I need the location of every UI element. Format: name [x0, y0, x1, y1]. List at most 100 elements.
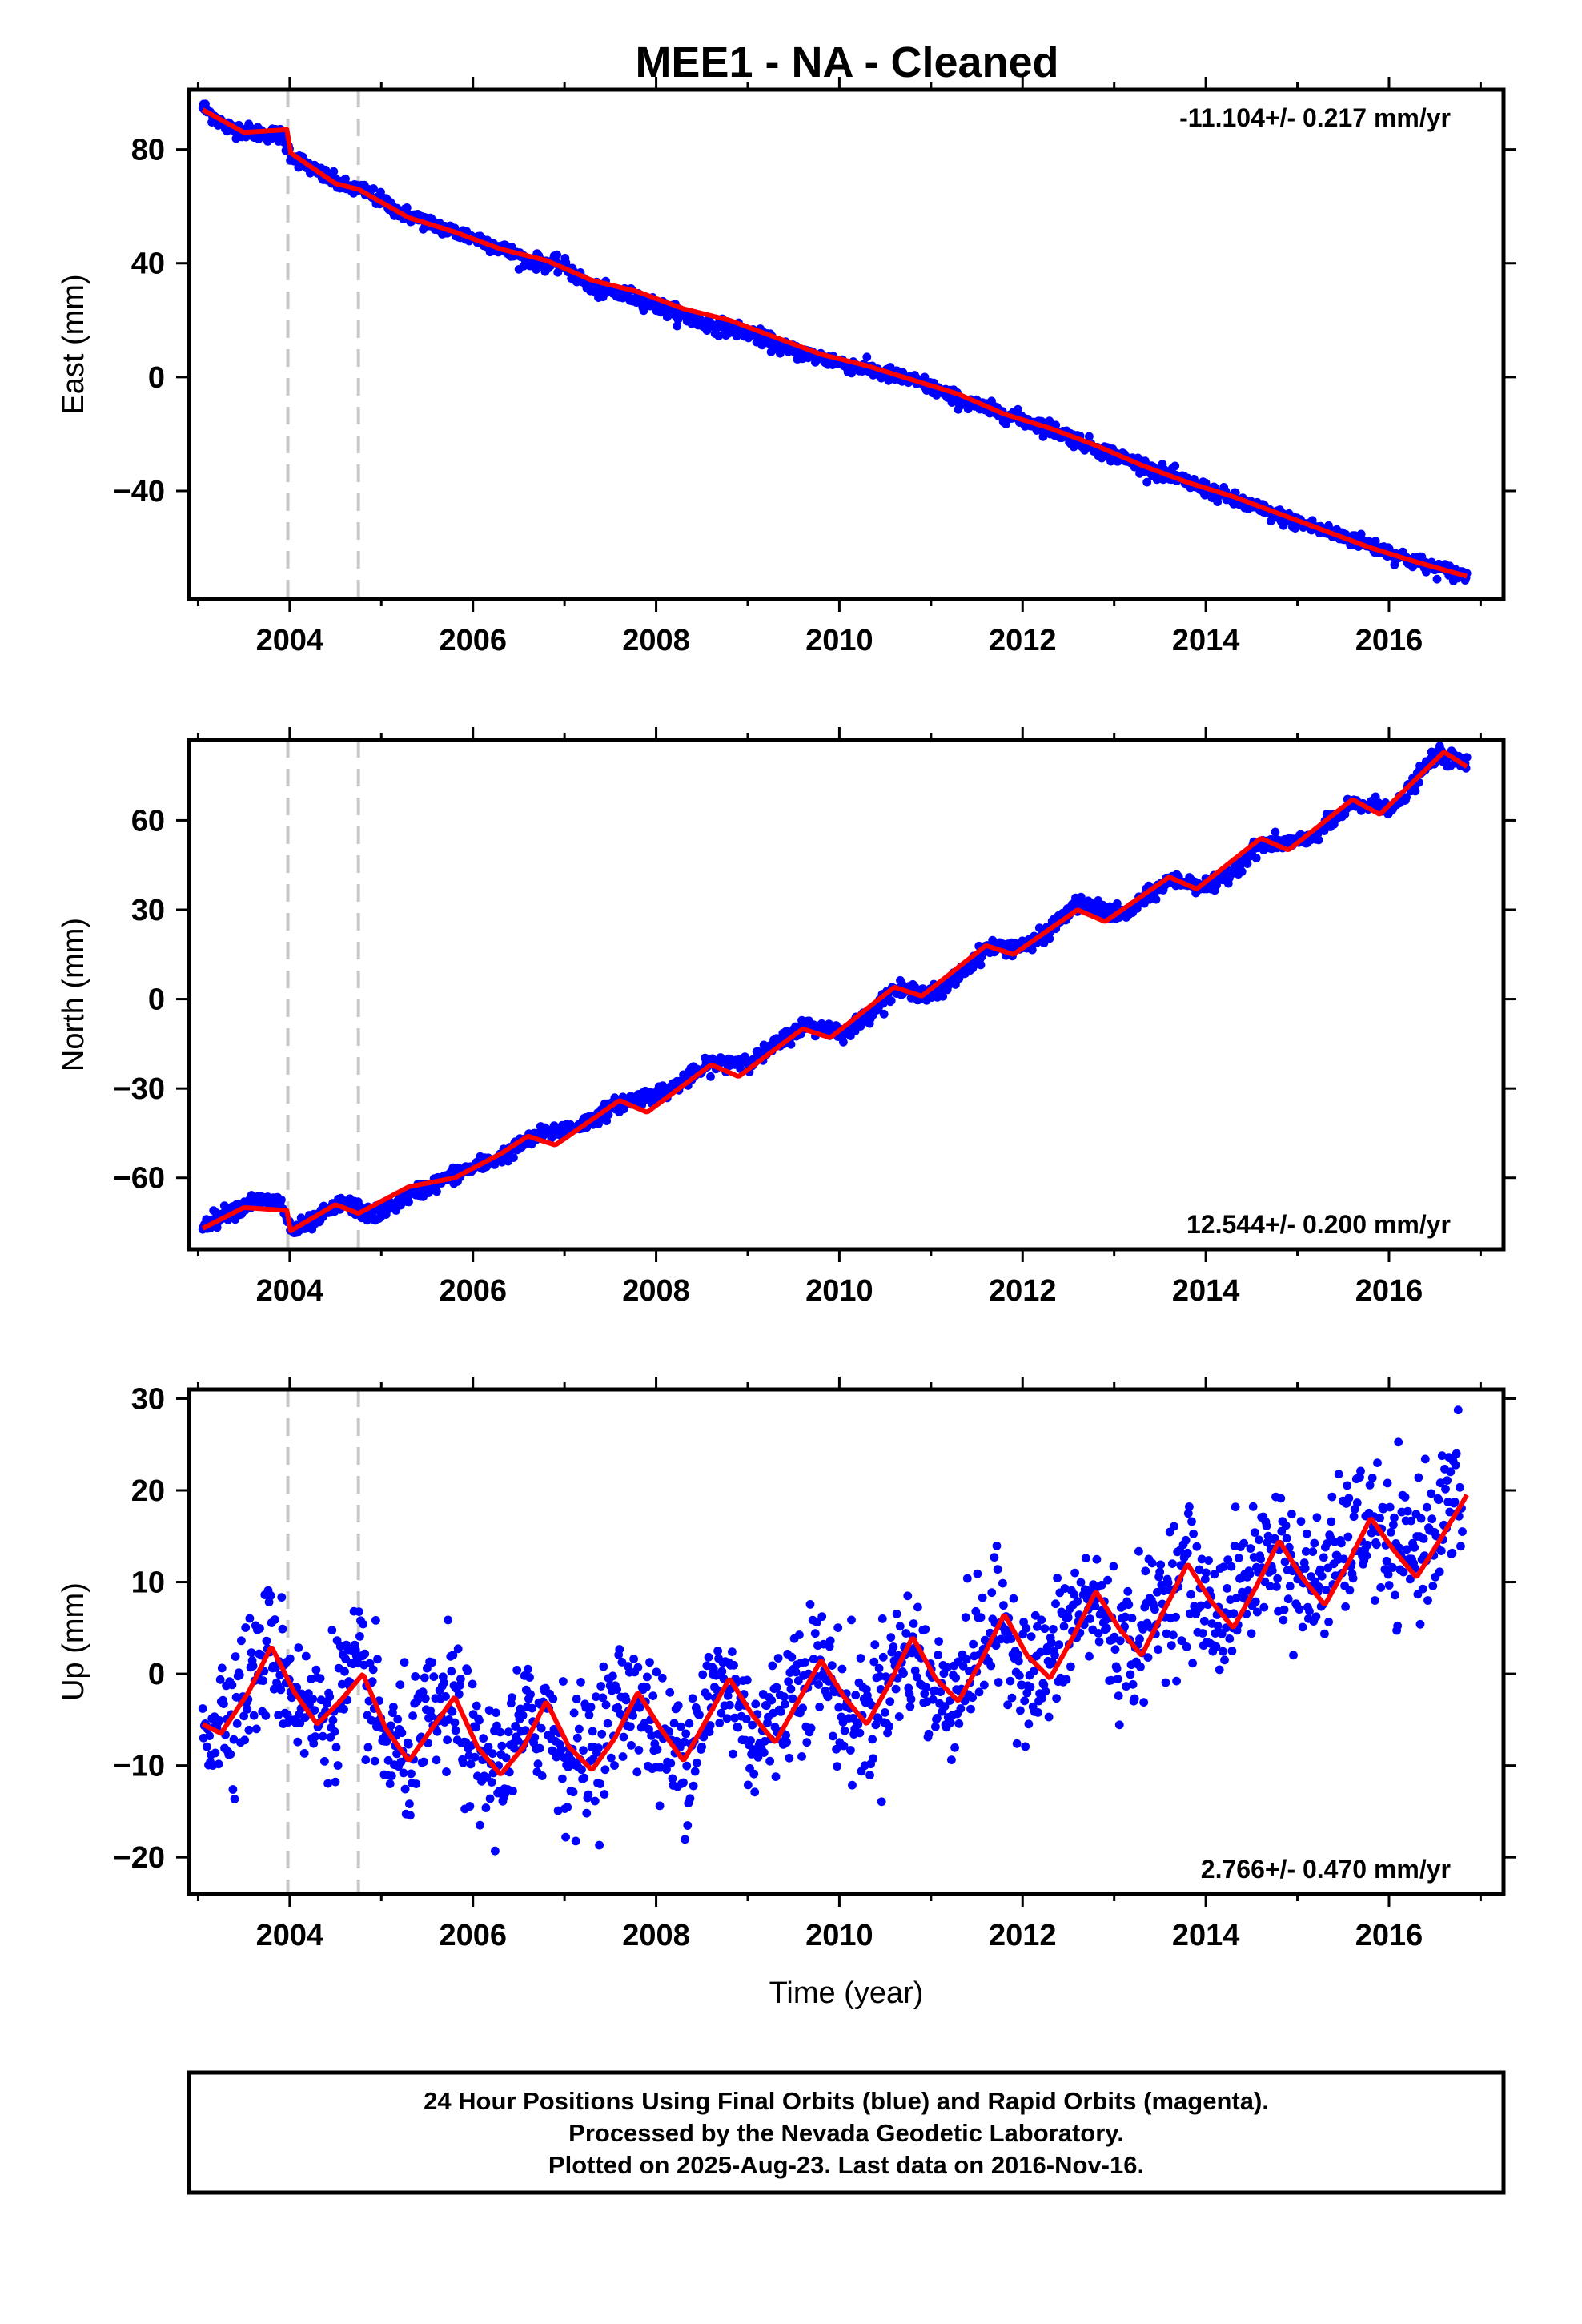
data-point [772, 1683, 781, 1692]
data-point [968, 1693, 977, 1703]
data-point [1389, 1520, 1398, 1530]
data-point [1376, 1583, 1386, 1592]
data-point [683, 1821, 693, 1830]
data-point [385, 1779, 395, 1788]
data-point [1436, 1546, 1446, 1555]
data-point [688, 1694, 697, 1703]
data-point [428, 1658, 437, 1667]
data-point [1356, 1466, 1365, 1476]
data-point [798, 1703, 807, 1713]
footer-frame [187, 2070, 1506, 2195]
data-point [423, 1663, 432, 1673]
data-point [448, 1651, 458, 1660]
data-point [592, 1692, 600, 1702]
data-point [228, 1785, 238, 1794]
data-point [797, 1752, 806, 1761]
data-point [1070, 1590, 1078, 1599]
data-point [795, 1630, 804, 1639]
data-point [991, 1641, 1001, 1651]
data-point [271, 1615, 279, 1624]
data-point [393, 1715, 403, 1724]
data-point [1296, 1517, 1306, 1526]
data-point [575, 1724, 584, 1734]
data-point [791, 1667, 801, 1677]
data-point [958, 1661, 968, 1671]
data-point [1219, 1562, 1228, 1571]
data-point [1280, 1557, 1290, 1566]
y-tick-label-10: 10 [131, 1566, 165, 1600]
data-point [341, 174, 350, 183]
data-point [942, 1663, 952, 1672]
series-points [198, 1405, 1467, 1856]
data-point [1447, 1548, 1457, 1558]
data-point [516, 1704, 525, 1714]
data-point [368, 1665, 378, 1675]
data-point [815, 1703, 824, 1711]
data-point [1026, 1632, 1036, 1641]
data-point [1170, 1522, 1178, 1531]
data-point [1215, 1665, 1224, 1675]
data-point [714, 332, 724, 340]
data-point [1103, 1575, 1112, 1585]
data-point [741, 1715, 751, 1723]
data-point [1177, 1636, 1186, 1646]
data-point [871, 1720, 881, 1730]
data-point [1312, 1513, 1322, 1522]
data-point [647, 1731, 656, 1740]
x-tick-label-2016: 2016 [1355, 1274, 1423, 1308]
data-point [468, 1679, 477, 1689]
data-point [1279, 1615, 1288, 1625]
data-point [1279, 1605, 1289, 1614]
data-point [713, 1647, 722, 1655]
data-point [1015, 1671, 1024, 1680]
data-point [496, 1727, 505, 1737]
data-point [1124, 1600, 1134, 1610]
data-point [1045, 934, 1054, 943]
data-point [885, 1722, 894, 1731]
data-point [889, 1642, 898, 1651]
data-point [1441, 1484, 1450, 1494]
data-point [1092, 1554, 1102, 1564]
data-point [600, 1790, 609, 1799]
data-point [367, 1677, 377, 1687]
data-point [853, 1719, 863, 1729]
data-point [463, 1666, 472, 1675]
data-point [1307, 516, 1317, 525]
data-point [1022, 1623, 1031, 1633]
data-point [1281, 1521, 1291, 1530]
data-point [598, 1693, 608, 1703]
data-point [751, 1699, 761, 1709]
data-point [599, 1662, 608, 1671]
data-point [318, 1731, 327, 1741]
data-point [1162, 1629, 1171, 1638]
data-point [1143, 1653, 1153, 1663]
data-point [1298, 1622, 1307, 1632]
data-point [1063, 1613, 1073, 1622]
data-point [717, 1667, 727, 1676]
data-point [1259, 1602, 1269, 1612]
data-point [569, 1708, 579, 1718]
data-point [1121, 1612, 1130, 1622]
data-point [621, 1695, 631, 1705]
data-point [577, 1765, 586, 1775]
data-point [510, 1743, 519, 1753]
data-point [704, 1652, 713, 1662]
data-point [274, 1711, 283, 1720]
data-point [956, 1704, 966, 1713]
data-point [869, 1754, 878, 1763]
data-point [1239, 1538, 1248, 1548]
data-point [533, 1759, 543, 1769]
data-point [447, 1667, 456, 1676]
data-point [931, 1722, 940, 1731]
data-point [695, 1710, 704, 1719]
data-point [1229, 1609, 1239, 1618]
data-point [1356, 529, 1366, 539]
y-axis-label: Up (mm) [57, 1582, 90, 1701]
x-tick-label-2004: 2004 [256, 1919, 324, 1952]
data-point [1243, 859, 1252, 868]
rate-label: -11.104+/- 0.217 mm/yr [1179, 103, 1451, 132]
data-point [759, 1748, 769, 1757]
data-point [243, 1704, 252, 1714]
data-point [1166, 1641, 1176, 1651]
data-point [285, 1654, 295, 1663]
